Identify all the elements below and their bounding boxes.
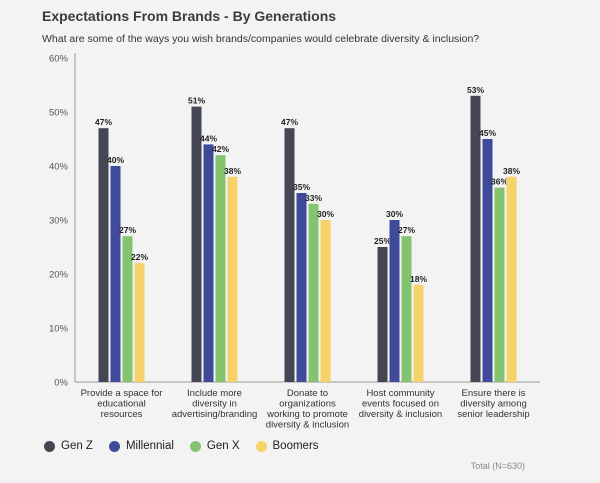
bar-gen-z: [377, 247, 388, 382]
bar-millennial: [203, 144, 214, 382]
data-label: 45%: [479, 128, 496, 138]
data-label: 18%: [410, 274, 427, 284]
x-category-label: Host community events focused on diversity…: [359, 388, 442, 420]
legend-label-boomers: Boomers: [272, 440, 319, 452]
data-label: 35%: [293, 182, 310, 192]
legend-label-millennial: Millennial: [125, 440, 174, 452]
legend-swatch-gen-x: [189, 440, 201, 452]
bar-gen-z: [470, 95, 481, 383]
bar-gen-x: [401, 236, 412, 382]
bar-boomers: [506, 176, 517, 382]
legend-swatch-gen-z: [44, 440, 55, 452]
legend-label-gen-x: Gen X: [206, 440, 240, 452]
bar-gen-x: [122, 236, 133, 382]
y-tick-label: 0%: [54, 378, 68, 389]
data-label: 36%: [491, 177, 508, 187]
data-label: 22%: [131, 252, 148, 262]
bar-millennial: [482, 139, 493, 382]
data-label: 30%: [386, 209, 403, 219]
data-label: 27%: [398, 225, 415, 235]
x-category-label: Ensure there is diversity among senior lea…: [457, 388, 529, 420]
y-tick-label: 50%: [49, 108, 69, 119]
bar-boomers: [227, 176, 238, 382]
legend: Gen Z Millennial Gen X Boomers: [44, 440, 319, 452]
data-label: 30%: [317, 209, 334, 219]
y-tick-label: 30%: [49, 216, 69, 227]
legend-label-gen-z: Gen Z: [61, 440, 93, 452]
data-label: 33%: [305, 193, 322, 203]
data-label: 38%: [224, 166, 241, 176]
data-label: 44%: [200, 133, 217, 143]
bar-millennial: [296, 193, 307, 382]
legend-item-millennial: Millennial: [108, 440, 174, 452]
bar-boomers: [320, 220, 331, 382]
chart-subtitle: What are some of the ways you wish brand…: [42, 33, 480, 45]
y-tick-label: 20%: [49, 270, 69, 281]
data-label: 53%: [467, 85, 484, 95]
x-category-label: Include more diversity in advertising/bran…: [172, 388, 258, 420]
bar-millennial: [389, 220, 400, 382]
chart-title: Expectations From Brands - By Generation…: [42, 8, 337, 24]
data-label: 25%: [374, 236, 391, 246]
total-note: Total (N=630): [470, 461, 525, 471]
bar-boomers: [413, 284, 424, 382]
data-label: 42%: [212, 144, 229, 154]
y-tick-label: 60%: [49, 54, 69, 65]
legend-item-boomers: Boomers: [255, 440, 319, 452]
x-category-label: Donate to organizations working to promote…: [266, 388, 349, 431]
legend-item-gen-x: Gen X: [189, 440, 240, 452]
legend-item-gen-z: Gen Z: [44, 440, 93, 452]
legend-swatch-millennial: [108, 440, 120, 452]
bar-gen-z: [98, 128, 109, 382]
bar-gen-z: [191, 106, 202, 382]
legend-swatch-boomers: [255, 440, 267, 452]
bar-gen-z: [284, 128, 295, 382]
y-tick-label: 40%: [49, 162, 69, 173]
data-label: 40%: [107, 155, 124, 165]
x-category-label: Provide a space for educational resources: [81, 388, 163, 420]
bar-gen-x: [215, 155, 226, 382]
bar-boomers: [134, 263, 145, 382]
data-label: 47%: [281, 117, 298, 127]
data-label: 27%: [119, 225, 136, 235]
bar-gen-x: [494, 187, 505, 382]
y-tick-label: 10%: [49, 324, 69, 335]
bar-gen-x: [308, 203, 319, 382]
data-label: 51%: [188, 96, 205, 106]
data-label: 47%: [95, 117, 112, 127]
data-label: 38%: [503, 166, 520, 176]
bar-millennial: [110, 166, 121, 382]
